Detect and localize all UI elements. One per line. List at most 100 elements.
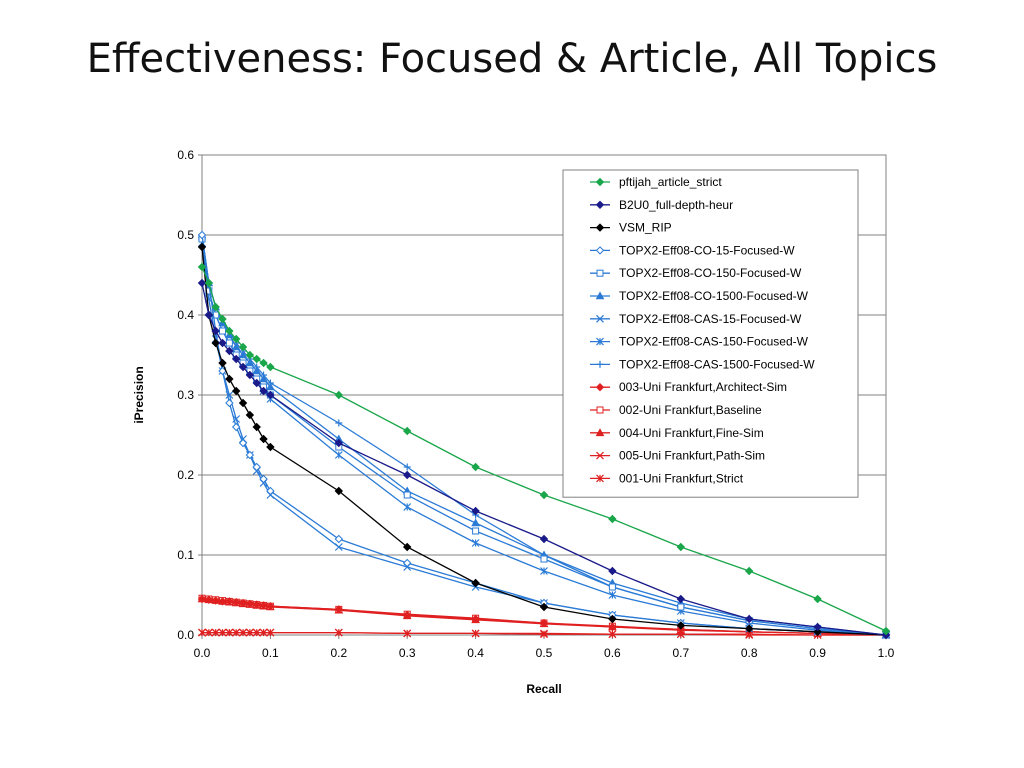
data-point [471,629,480,638]
x-tick-label: 0.6 [604,646,621,660]
data-point [471,578,480,588]
data-point [403,491,411,499]
legend-label: 003-Uni Frankfurt,Architect-Sim [619,380,787,394]
data-point [402,558,412,568]
data-point [232,628,241,637]
legend-marker [596,406,604,414]
data-point [266,390,275,400]
data-point [266,442,275,452]
data-point [540,567,548,575]
data-point [245,358,255,367]
y-tick-label: 0.0 [177,628,194,642]
data-point [266,362,275,372]
legend-label: pftijah_article_strict [619,175,722,189]
data-point [403,503,412,511]
data-point [813,622,822,632]
data-point [402,610,412,620]
data-point [239,628,247,637]
data-point [218,358,227,368]
data-point [402,426,412,436]
data-point [471,506,480,516]
legend-label: 002-Uni Frankfurt,Baseline [619,403,762,417]
data-point [402,470,412,480]
data-point [197,230,207,240]
data-point [198,628,206,637]
data-point [238,398,248,408]
y-tick-label: 0.2 [177,468,194,482]
legend-item: 003-Uni Frankfurt,Architect-Sim [590,380,787,394]
data-point [608,622,617,632]
data-point [266,486,275,496]
data-point [608,583,616,591]
data-point [231,334,241,344]
data-point [204,628,213,637]
data-point [197,278,207,288]
data-point [225,339,233,347]
data-point [677,603,685,611]
y-axis-title: iPrecision [132,366,146,423]
data-point [204,310,214,320]
data-point [608,514,617,524]
legend-item: B2U0_full-depth-heur [590,198,733,212]
series-b2u0-full-depth-heur [197,278,891,640]
legend-label: TOPX2-Eff08-CAS-150-Focused-W [619,335,809,349]
data-point [471,614,480,624]
data-point [225,326,234,336]
data-point [259,358,268,368]
data-point [225,628,234,637]
y-tick-label: 0.3 [177,388,194,402]
legend-label: TOPX2-Eff08-CO-1500-Focused-W [619,289,809,303]
data-point [608,566,617,576]
data-point [266,601,275,611]
legend-marker [596,269,604,277]
data-point [225,597,234,606]
legend-label: VSM_RIP [619,221,672,235]
data-point [252,422,261,432]
legend-item: TOPX2-Eff08-CO-150-Focused-W [590,266,802,280]
data-point [471,518,480,527]
series-003-uni-frankfurt-architect-sim [197,594,891,640]
data-point [252,462,261,472]
legend-item: VSM_RIP [590,221,672,235]
data-point [218,314,227,324]
x-tick-label: 0.9 [809,646,826,660]
series-line [201,234,887,636]
legend: pftijah_article_strict B2U0_full-depth-he… [562,169,859,498]
data-point [334,628,343,637]
data-point [211,302,220,312]
legend-item: TOPX2-Eff08-CAS-150-Focused-W [590,335,809,349]
legend-marker [596,337,604,346]
legend-marker [595,223,605,232]
x-axis-title: Recall [526,682,561,696]
data-point [231,386,241,396]
legend-item: 004-Uni Frankfurt,Fine-Sim [590,426,764,440]
legend-marker [595,177,605,187]
series-pftijah-article-strict [197,262,891,636]
x-tick-label: 0.5 [536,646,553,660]
data-point [252,628,261,637]
data-point [744,614,754,624]
data-point [211,628,220,637]
legend-item: pftijah_article_strict [590,175,722,189]
legend-marker [595,246,605,255]
data-point [334,534,344,544]
legend-marker [595,428,605,437]
data-point [252,378,261,388]
data-point [259,374,268,383]
x-tick-label: 1.0 [878,646,895,660]
data-point [238,350,248,359]
data-point [252,600,261,609]
data-point [608,630,617,639]
data-point [539,602,549,612]
data-point [744,624,754,633]
legend-item: TOPX2-Eff08-CAS-15-Focused-W [590,312,802,326]
data-point [539,490,549,500]
data-point [252,354,261,364]
data-point [197,262,207,272]
data-point [540,629,548,638]
data-point [334,451,343,459]
data-point [676,621,686,630]
data-point [259,601,268,610]
data-point [245,450,255,460]
series-line [202,631,886,636]
